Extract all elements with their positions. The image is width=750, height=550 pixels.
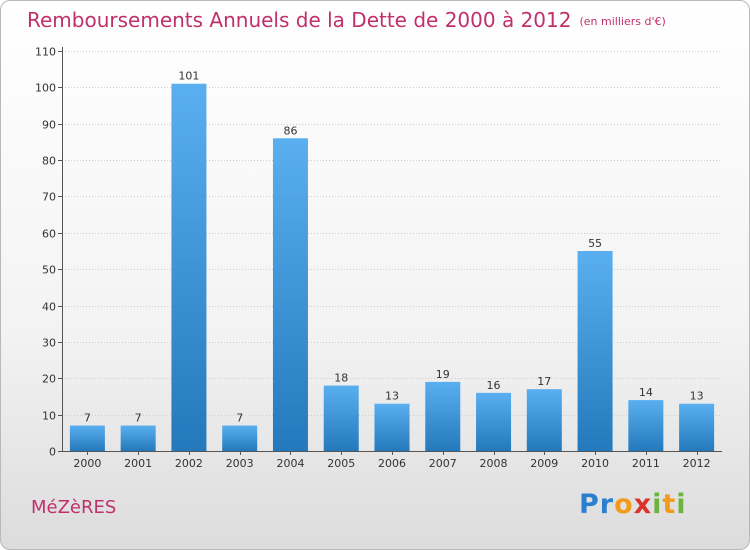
logo-letter: r: [599, 489, 615, 520]
y-tick-label: 90: [42, 119, 56, 132]
x-tick-label: 2003: [226, 457, 254, 470]
y-tick-label: 60: [42, 228, 56, 241]
commune-name: MéZèRES: [31, 497, 117, 518]
y-tick-label: 40: [42, 301, 56, 314]
x-tick-label: 2011: [632, 457, 660, 470]
bar: [374, 403, 410, 451]
x-tick-label: 2005: [327, 457, 355, 470]
chart-subtitle: (en milliers d'€): [579, 15, 666, 28]
data-label: 13: [385, 390, 399, 403]
y-tick-label: 100: [35, 82, 56, 95]
x-tick-label: 2012: [683, 457, 711, 470]
y-tick-label: 0: [49, 446, 56, 459]
y-tick-label: 10: [42, 410, 56, 423]
x-tick-label: 2010: [581, 457, 609, 470]
data-label: 55: [588, 237, 602, 250]
x-tick-label: 2000: [73, 457, 101, 470]
logo-letter: t: [662, 489, 677, 520]
x-tick-label: 2002: [175, 457, 203, 470]
x-tick-label: 2001: [124, 457, 152, 470]
y-tick-label: 50: [42, 264, 56, 277]
y-tick-label: 20: [42, 373, 56, 386]
data-label: 17: [537, 375, 551, 388]
bar: [577, 251, 613, 451]
y-tick-label: 110: [35, 46, 56, 59]
bar: [679, 403, 715, 451]
logo-letter: o: [614, 489, 634, 520]
x-tick-label: 2009: [530, 457, 558, 470]
chart-title-text: Remboursements Annuels de la Dette de 20…: [27, 8, 572, 32]
x-tick-label: 2006: [378, 457, 406, 470]
proxiti-logo: Proxiti: [579, 489, 687, 520]
bar: [120, 425, 156, 451]
bar: [526, 389, 562, 451]
chart-title: Remboursements Annuels de la Dette de 20…: [27, 8, 666, 32]
bar: [425, 381, 461, 451]
bar: [323, 385, 359, 451]
data-label: 7: [135, 412, 142, 425]
data-label: 7: [84, 412, 91, 425]
bar: [628, 400, 664, 451]
y-tick-label: 30: [42, 337, 56, 350]
data-label: 86: [283, 124, 297, 137]
x-tick-label: 2004: [276, 457, 304, 470]
logo-letter: i: [676, 489, 687, 520]
logo-letter: x: [633, 489, 653, 520]
y-tick-label: 80: [42, 155, 56, 168]
logo-letter: i: [652, 489, 663, 520]
data-label: 101: [178, 70, 199, 83]
bars: 7 7 101 7 86 18 13 19 16 17 55 14 13: [69, 70, 715, 452]
bar: [171, 83, 207, 452]
data-label: 14: [639, 386, 653, 399]
y-tick-label: 70: [42, 191, 56, 204]
bar: [222, 425, 258, 451]
data-label: 16: [487, 379, 501, 392]
x-tick-label: 2008: [480, 457, 508, 470]
data-label: 13: [690, 390, 704, 403]
x-tick-label: 2007: [429, 457, 457, 470]
data-label: 19: [436, 368, 450, 381]
data-label: 7: [236, 412, 243, 425]
data-label: 18: [334, 372, 348, 385]
gridlines: [62, 51, 722, 416]
bar: [69, 425, 105, 451]
logo-letter: P: [579, 489, 600, 520]
axes: 0 10 20 30 40 50 60 70 80 90 100 110 2000 2001 2002 200…: [35, 46, 722, 470]
bar: [476, 392, 512, 451]
bar: [272, 138, 308, 452]
